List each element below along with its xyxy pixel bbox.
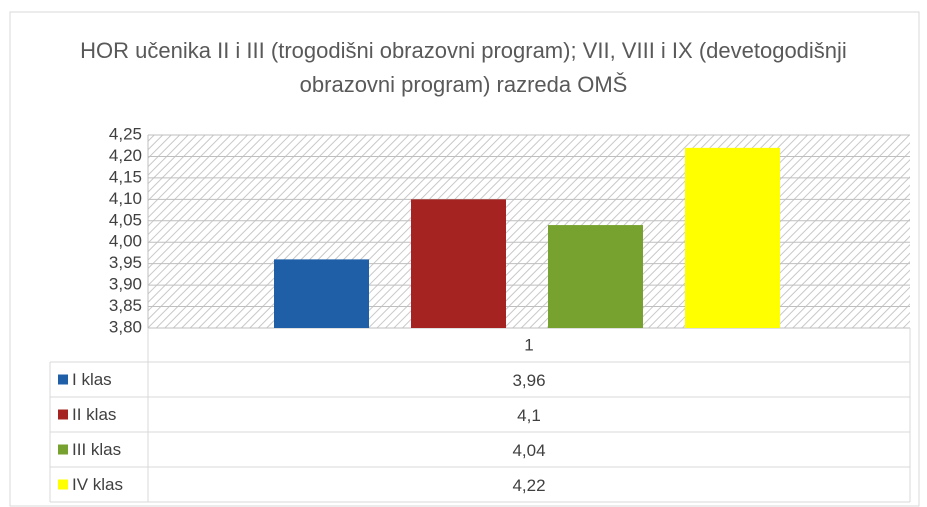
y-tick-label: 4,20 [109,146,142,165]
y-tick-label: 4,15 [109,167,142,186]
bar [685,147,780,328]
legend-key [58,444,68,455]
y-tick-label: 3,80 [109,317,142,336]
plot-area [148,135,910,328]
y-tick-label: 4,00 [109,232,142,251]
x-tick-label: 1 [524,335,533,354]
bar [411,199,506,328]
legend-label: II klas [72,405,116,424]
legend-key [58,374,68,385]
legend-label: I klas [72,370,112,389]
chart-border [9,11,920,507]
y-tick-label: 4,10 [109,189,142,208]
table-value: 4,1 [517,406,541,425]
table-value: 4,04 [512,441,545,460]
bar [274,259,369,328]
legend-label: III klas [72,440,121,459]
table-value: 3,96 [512,371,545,390]
y-tick-label: 3,95 [109,253,142,272]
legend-label: IV klas [72,475,123,494]
bar [548,225,643,328]
y-tick-label: 4,25 [109,124,142,143]
legend-key [58,479,68,490]
y-tick-label: 3,85 [109,296,142,315]
chart-title: HOR učenika II i III (trogodišni obrazov… [80,38,847,97]
y-tick-label: 4,05 [109,210,142,229]
legend-key [58,409,68,420]
table-value: 4,22 [512,476,545,495]
y-tick-label: 3,90 [109,275,142,294]
